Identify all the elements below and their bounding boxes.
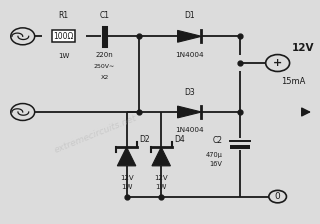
Text: 1W: 1W	[121, 184, 132, 190]
Text: 220n: 220n	[96, 52, 113, 58]
Text: D2: D2	[139, 135, 150, 144]
Text: 0: 0	[275, 192, 281, 201]
Text: 12V: 12V	[154, 175, 168, 181]
Text: D1: D1	[184, 11, 195, 20]
Bar	[230, 145, 250, 149]
Text: D4: D4	[174, 135, 185, 144]
Text: 100Ω: 100Ω	[53, 32, 74, 41]
Polygon shape	[152, 147, 171, 166]
Text: 470μ: 470μ	[206, 152, 223, 158]
Text: C1: C1	[100, 11, 109, 20]
Polygon shape	[117, 147, 136, 166]
Text: 1N4004: 1N4004	[175, 52, 204, 58]
Text: extremecircuits.net: extremecircuits.net	[52, 114, 138, 155]
Polygon shape	[178, 106, 202, 118]
Text: 1W: 1W	[58, 53, 69, 59]
Polygon shape	[178, 30, 202, 42]
Text: 15mA: 15mA	[281, 78, 305, 86]
Text: 1N4004: 1N4004	[175, 127, 204, 133]
Text: 12V: 12V	[292, 43, 314, 53]
Text: 16V: 16V	[210, 161, 223, 167]
Text: +: +	[273, 58, 282, 68]
Text: X2: X2	[100, 75, 109, 80]
FancyBboxPatch shape	[52, 30, 76, 42]
Text: C2: C2	[212, 136, 223, 145]
Text: D3: D3	[184, 88, 195, 97]
Text: 1W: 1W	[156, 184, 167, 190]
Text: 12V: 12V	[120, 175, 133, 181]
Text: R1: R1	[59, 11, 69, 20]
Text: 250V∼: 250V∼	[94, 64, 115, 69]
